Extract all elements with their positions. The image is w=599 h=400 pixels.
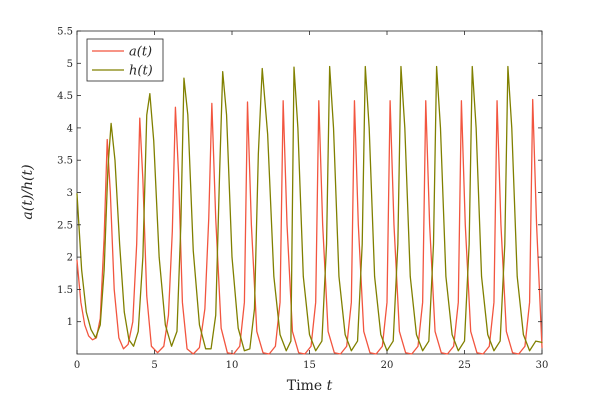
x-axis-label: Time t (287, 378, 333, 394)
y-tick-label: 4 (67, 123, 73, 134)
legend-label-h: h(t) (129, 64, 153, 79)
x-tick-label: 30 (536, 360, 549, 371)
y-tick-label: 3.5 (57, 156, 73, 167)
series-line-a (76, 98, 543, 355)
ticks-layer: 0 5 10 15 20 25 30 1 1.5 2 2.5 3 3.5 4 4.5 5 5.5 (57, 27, 548, 372)
y-tick-label: 2.5 (57, 220, 73, 231)
y-tick-label: 3 (67, 188, 73, 199)
x-tick-label: 0 (74, 360, 80, 371)
x-tick-label: 15 (303, 360, 316, 371)
y-tick-label: 2 (67, 253, 73, 264)
x-tick-label: 20 (381, 360, 394, 371)
y-tick-label: 1 (67, 317, 73, 328)
legend-box (86, 38, 164, 82)
legend: a(t) h(t) (86, 38, 164, 82)
x-tick-label: 10 (226, 360, 239, 371)
x-tick-label: 5 (151, 360, 157, 371)
y-tick-label: 4.5 (57, 91, 73, 102)
series-layer (76, 65, 543, 355)
series-line-h (76, 65, 543, 352)
legend-label-a: a(t) (129, 45, 152, 60)
y-axis-label: a(t)/h(t) (20, 164, 36, 219)
y-tick-label: 1.5 (57, 285, 73, 296)
x-tick-label: 25 (458, 360, 471, 371)
y-tick-label: 5.5 (57, 27, 73, 38)
y-tick-label: 5 (67, 59, 73, 70)
